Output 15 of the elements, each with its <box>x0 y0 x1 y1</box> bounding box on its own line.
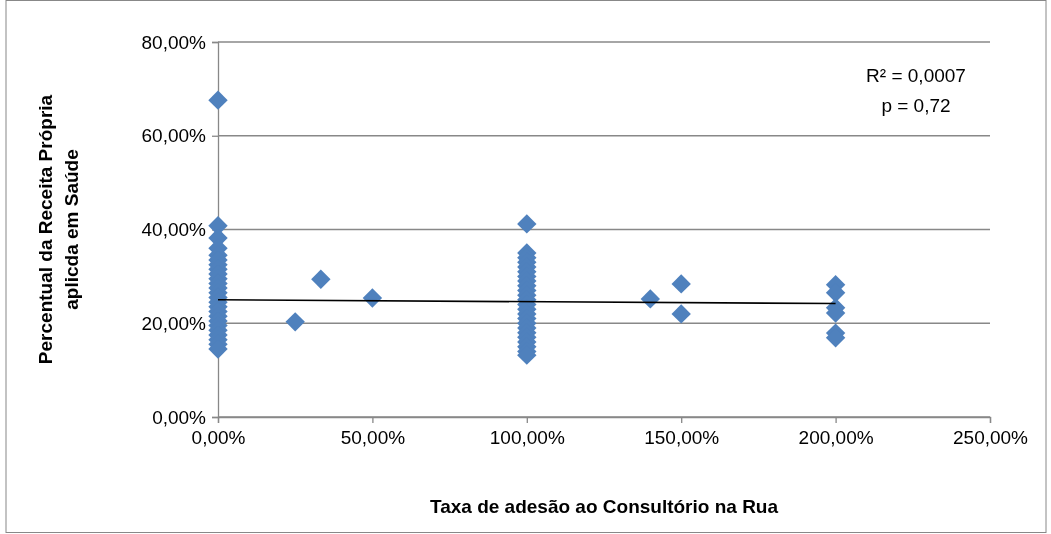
y-axis-title: Percentual da Receita Própria aplicda em Saúde <box>35 94 82 365</box>
y-tick-label: 40,00% <box>141 219 207 241</box>
y-tick-label: 60,00% <box>141 125 207 147</box>
annotation: R² = 0,0007 <box>866 65 966 86</box>
x-tick-label: 100,00% <box>489 427 565 449</box>
x-tick-label: 0,00% <box>191 427 246 449</box>
x-tick-label: 250,00% <box>952 427 1029 449</box>
y-tick-label: 20,00% <box>141 312 207 334</box>
x-axis-title: Taxa de adesão ao Consultório na Rua <box>429 496 779 517</box>
y-tick-label: 0,00% <box>152 406 207 428</box>
x-tick-label: 150,00% <box>644 427 720 449</box>
x-tick-label: 50,00% <box>340 427 406 449</box>
y-tick-label: 80,00% <box>141 31 207 53</box>
x-tick-label: 200,00% <box>798 427 874 449</box>
annotation: p = 0,72 <box>881 95 951 116</box>
